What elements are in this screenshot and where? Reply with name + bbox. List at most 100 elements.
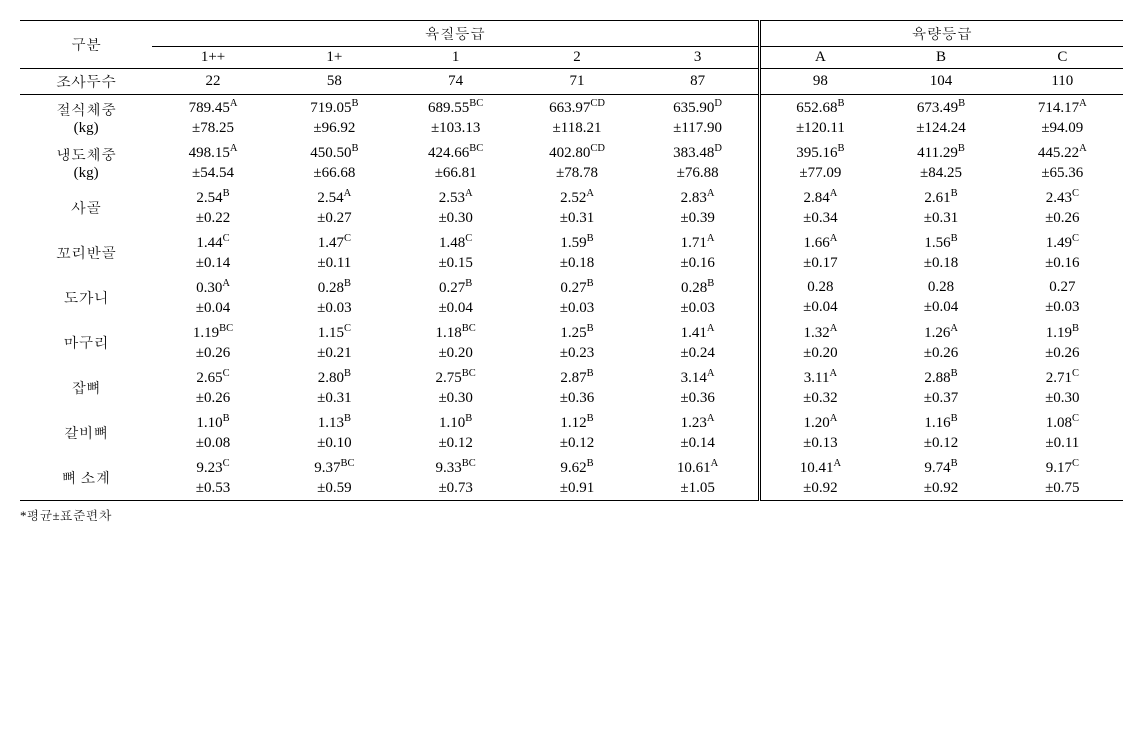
value-cell: 663.97CD±118.21 xyxy=(516,95,637,141)
value-main: 9.17C xyxy=(1006,457,1119,479)
count-q3: 71 xyxy=(516,69,637,95)
value-cell: 0.28B±0.03 xyxy=(638,275,759,320)
row-header: 구분 xyxy=(20,21,152,69)
value-main: 2.43C xyxy=(1006,187,1119,209)
value-sd: ±0.26 xyxy=(1006,344,1119,364)
value-main: 1.32A xyxy=(765,322,877,344)
count-q1: 58 xyxy=(274,69,395,95)
value-main: 411.29B xyxy=(884,142,997,164)
value-cell: 673.49B±124.24 xyxy=(880,95,1001,141)
row-label: 뼈 소계 xyxy=(20,455,152,501)
row-label: 절식체중 (kg) xyxy=(20,95,152,141)
value-cell: 3.11A±0.32 xyxy=(759,365,880,410)
row-label: 사골 xyxy=(20,185,152,230)
value-main: 10.41A xyxy=(765,457,877,479)
value-sd: ±0.04 xyxy=(399,299,512,319)
value-main: 424.66BC xyxy=(399,142,512,164)
value-main: 1.48C xyxy=(399,232,512,254)
value-sd: ±0.31 xyxy=(884,209,997,229)
value-cell: 1.59B±0.18 xyxy=(516,230,637,275)
value-sd: ±66.81 xyxy=(399,164,512,184)
value-sd: ±66.68 xyxy=(278,164,391,184)
value-sd: ±0.13 xyxy=(765,434,877,454)
value-main: 1.08C xyxy=(1006,412,1119,434)
value-cell: 1.20A±0.13 xyxy=(759,410,880,455)
value-cell: 652.68B±120.11 xyxy=(759,95,880,141)
value-sd: ±0.22 xyxy=(156,209,269,229)
value-cell: 0.27±0.03 xyxy=(1002,275,1123,320)
value-sd: ±0.31 xyxy=(278,389,391,409)
count-q2: 74 xyxy=(395,69,516,95)
value-main: 2.87B xyxy=(520,367,633,389)
value-cell: 1.10B±0.08 xyxy=(152,410,273,455)
value-cell: 2.54A±0.27 xyxy=(274,185,395,230)
value-cell: 2.65C±0.26 xyxy=(152,365,273,410)
value-cell: 0.28±0.04 xyxy=(880,275,1001,320)
value-main: 9.33BC xyxy=(399,457,512,479)
value-cell: 1.08C±0.11 xyxy=(1002,410,1123,455)
value-main: 1.10B xyxy=(399,412,512,434)
value-cell: 1.12B±0.12 xyxy=(516,410,637,455)
count-y2: 110 xyxy=(1002,69,1123,95)
table-row: 절식체중 (kg)789.45A±78.25719.05B±96.92689.5… xyxy=(20,95,1123,141)
value-cell: 1.48C±0.15 xyxy=(395,230,516,275)
value-main: 383.48D xyxy=(642,142,754,164)
value-cell: 2.43C±0.26 xyxy=(1002,185,1123,230)
value-sd: ±0.20 xyxy=(765,344,877,364)
value-sd: ±0.26 xyxy=(156,389,269,409)
value-sd: ±0.04 xyxy=(156,299,269,319)
table-row: 뼈 소계9.23C±0.539.37BC±0.599.33BC±0.739.62… xyxy=(20,455,1123,501)
col-q0: 1++ xyxy=(152,47,273,69)
value-cell: 9.33BC±0.73 xyxy=(395,455,516,501)
value-sd: ±0.73 xyxy=(399,479,512,499)
value-main: 1.23A xyxy=(642,412,754,434)
value-cell: 1.18BC±0.20 xyxy=(395,320,516,365)
value-main: 450.50B xyxy=(278,142,391,164)
col-q4: 3 xyxy=(638,47,759,69)
value-cell: 1.19BC±0.26 xyxy=(152,320,273,365)
value-main: 0.30A xyxy=(156,277,269,299)
value-sd: ±0.12 xyxy=(520,434,633,454)
value-cell: 1.13B±0.10 xyxy=(274,410,395,455)
row-label: 도가니 xyxy=(20,275,152,320)
value-sd: ±0.34 xyxy=(765,209,877,229)
value-main: 2.75BC xyxy=(399,367,512,389)
grade-table: 구분 육질등급 육량등급 1++ 1+ 1 2 3 A B C 조사두수 22 … xyxy=(20,20,1123,501)
value-sd: ±54.54 xyxy=(156,164,269,184)
row-label: 잡뼈 xyxy=(20,365,152,410)
value-sd: ±0.10 xyxy=(278,434,391,454)
value-sd: ±0.12 xyxy=(399,434,512,454)
value-main: 1.12B xyxy=(520,412,633,434)
value-cell: 1.32A±0.20 xyxy=(759,320,880,365)
value-main: 445.22A xyxy=(1006,142,1119,164)
table-row: 마구리1.19BC±0.261.15C±0.211.18BC±0.201.25B… xyxy=(20,320,1123,365)
value-sd: ±0.15 xyxy=(399,254,512,274)
value-main: 1.56B xyxy=(884,232,997,254)
value-sd: ±0.18 xyxy=(520,254,633,274)
value-cell: 2.61B±0.31 xyxy=(880,185,1001,230)
value-sd: ±117.90 xyxy=(642,119,754,139)
value-sd: ±0.24 xyxy=(642,344,754,364)
col-q1: 1+ xyxy=(274,47,395,69)
value-sd: ±0.20 xyxy=(399,344,512,364)
value-sd: ±0.18 xyxy=(884,254,997,274)
value-main: 1.66A xyxy=(765,232,877,254)
value-sd: ±94.09 xyxy=(1006,119,1119,139)
value-main: 1.15C xyxy=(278,322,391,344)
value-cell: 2.83A±0.39 xyxy=(638,185,759,230)
value-sd: ±0.23 xyxy=(520,344,633,364)
value-main: 1.59B xyxy=(520,232,633,254)
value-main: 714.17A xyxy=(1006,97,1119,119)
value-sd: ±96.92 xyxy=(278,119,391,139)
value-sd: ±1.05 xyxy=(642,479,754,499)
value-cell: 1.71A±0.16 xyxy=(638,230,759,275)
table-row: 갈비뼈1.10B±0.081.13B±0.101.10B±0.121.12B±0… xyxy=(20,410,1123,455)
value-cell: 0.30A±0.04 xyxy=(152,275,273,320)
value-main: 689.55BC xyxy=(399,97,512,119)
value-cell: 2.54B±0.22 xyxy=(152,185,273,230)
value-cell: 424.66BC±66.81 xyxy=(395,140,516,185)
value-cell: 1.10B±0.12 xyxy=(395,410,516,455)
value-cell: 9.74B±0.92 xyxy=(880,455,1001,501)
value-cell: 450.50B±66.68 xyxy=(274,140,395,185)
value-cell: 789.45A±78.25 xyxy=(152,95,273,141)
